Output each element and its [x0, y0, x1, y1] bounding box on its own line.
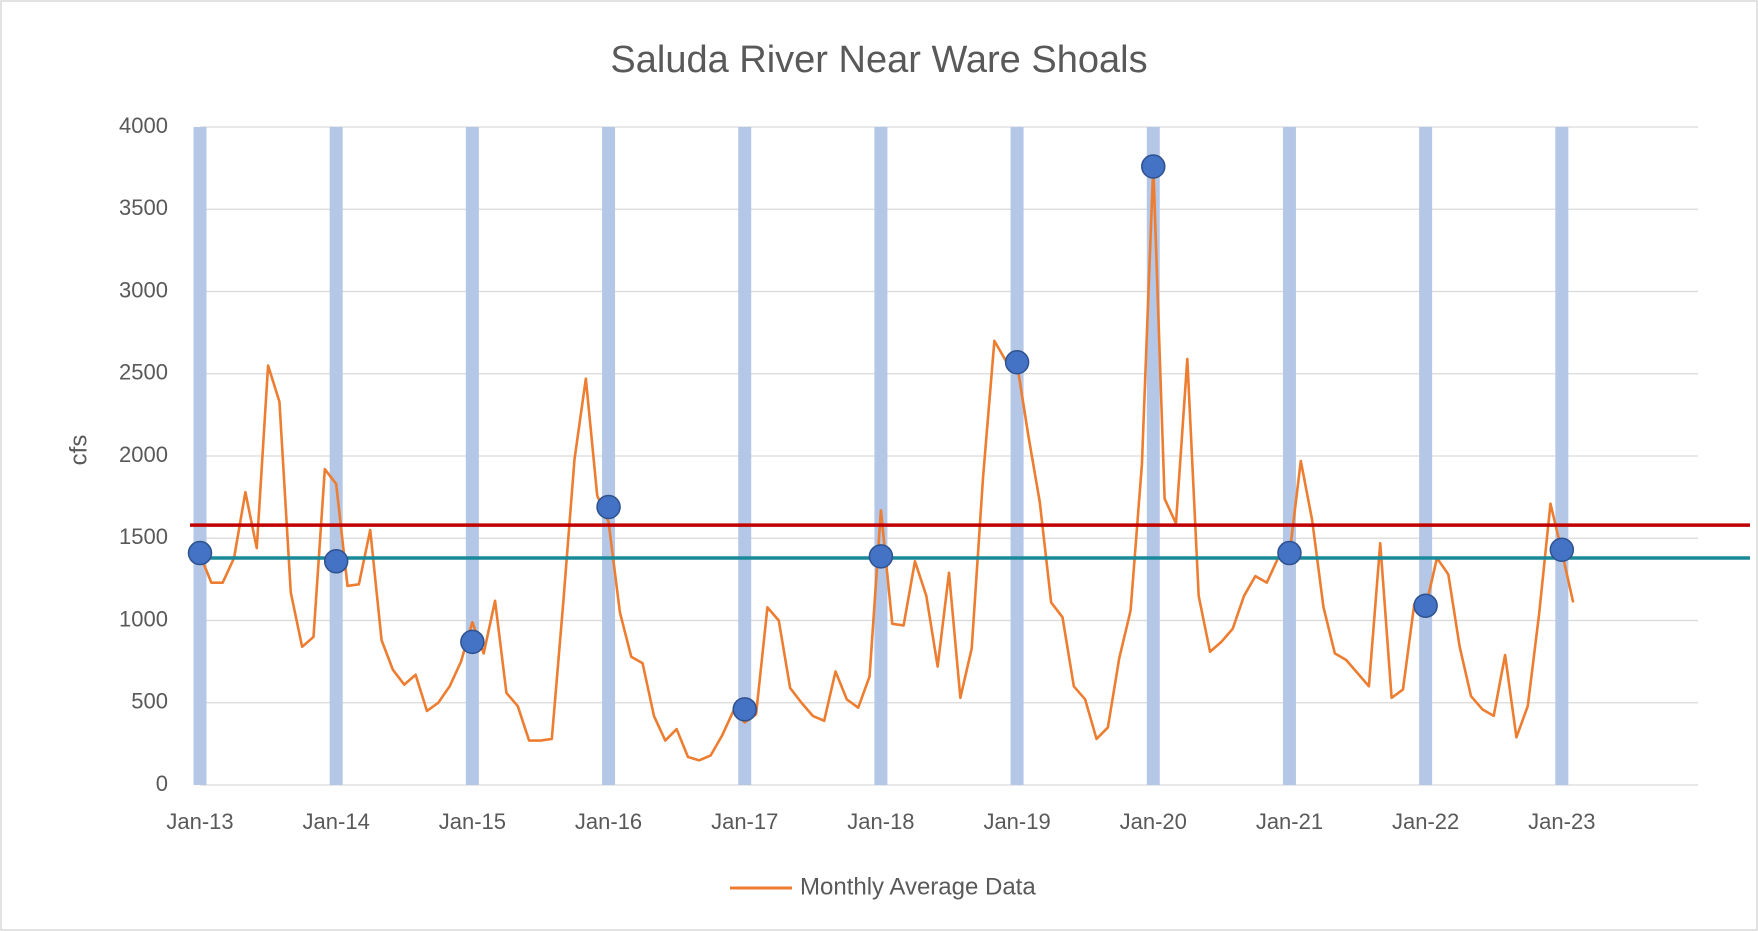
bar — [874, 127, 888, 785]
y-tick-label: 2500 — [119, 360, 168, 385]
x-tick-label: Jan-13 — [166, 809, 233, 834]
y-tick-label: 3000 — [119, 277, 168, 302]
y-axis-label: cfs — [65, 435, 92, 466]
bar — [193, 127, 207, 785]
x-tick-label: Jan-22 — [1392, 809, 1459, 834]
x-tick-label: Jan-18 — [847, 809, 914, 834]
y-tick-label: 1000 — [119, 606, 168, 631]
marker — [868, 544, 894, 569]
marker — [1004, 349, 1030, 375]
y-tick-label: 3500 — [119, 195, 168, 220]
y-tick-label: 2000 — [119, 442, 168, 467]
marker — [187, 540, 213, 566]
x-tick-label: Jan-21 — [1256, 809, 1323, 834]
bar — [329, 127, 343, 785]
marker — [1141, 154, 1166, 179]
y-tick-label: 500 — [131, 689, 168, 714]
y-tick-label: 0 — [156, 771, 168, 796]
y-tick-label: 1500 — [119, 524, 168, 549]
marker — [1413, 593, 1438, 618]
marker — [460, 629, 485, 655]
x-tick-label: Jan-14 — [303, 809, 370, 834]
marker — [323, 549, 349, 574]
x-tick-label: Jan-20 — [1120, 809, 1187, 834]
chart-title: Saluda River Near Ware Shoals — [610, 39, 1147, 81]
y-tick-label: 4000 — [119, 113, 168, 138]
legend-label: Monthly Average Data — [800, 873, 1036, 900]
x-tick-label: Jan-17 — [711, 809, 778, 834]
bar — [1282, 127, 1296, 785]
bar — [1555, 127, 1569, 785]
bar — [1146, 127, 1160, 785]
bar — [602, 127, 616, 785]
marker — [732, 697, 757, 722]
x-tick-label: Jan-19 — [983, 809, 1050, 834]
x-tick-label: Jan-15 — [439, 809, 506, 834]
bar — [465, 127, 479, 785]
marker — [1549, 537, 1575, 563]
bar — [1010, 127, 1024, 785]
bar — [1419, 127, 1433, 785]
marker — [1277, 540, 1302, 566]
bar — [738, 127, 752, 785]
marker — [596, 494, 621, 520]
x-tick-label: Jan-23 — [1528, 809, 1595, 834]
x-tick-label: Jan-16 — [575, 809, 642, 834]
